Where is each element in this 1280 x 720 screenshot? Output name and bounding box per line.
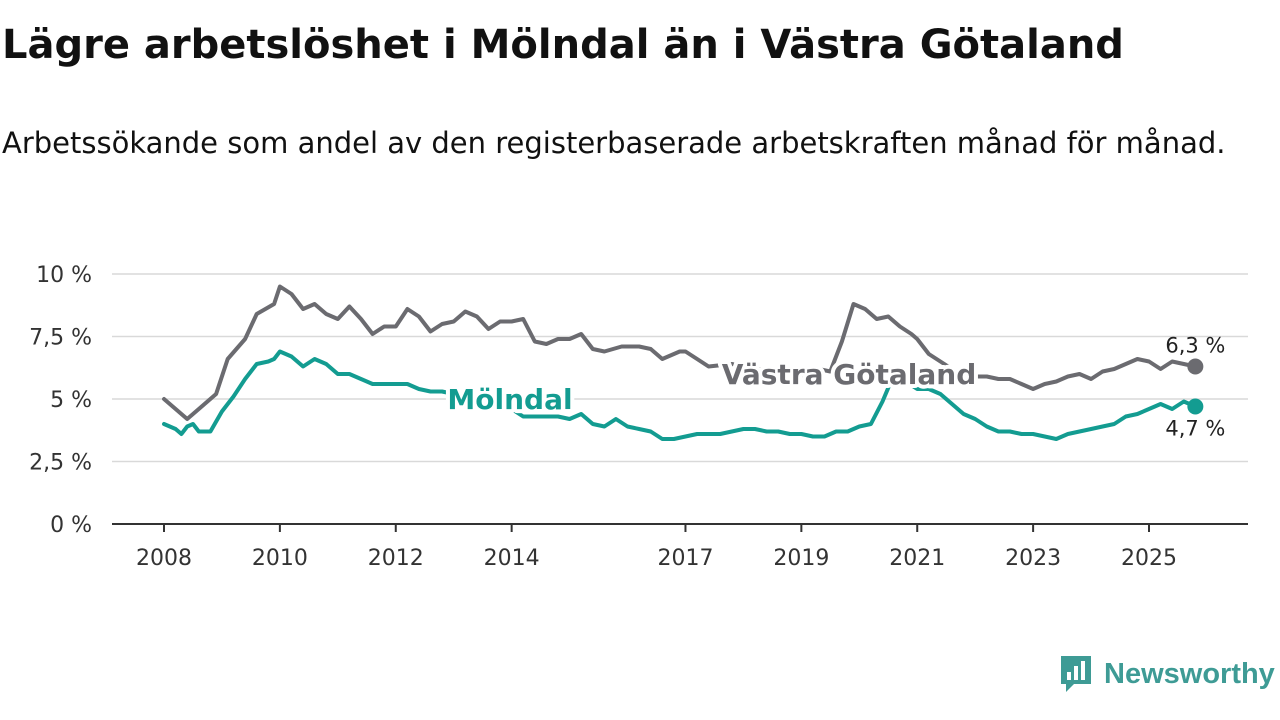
y-tick-label: 2,5 % (29, 451, 92, 476)
series-label-molndal: Mölndal (447, 383, 572, 416)
y-tick-label: 10 % (36, 263, 92, 288)
x-tick-label: 2021 (889, 546, 945, 571)
x-tick-label: 2023 (1005, 546, 1061, 571)
y-tick-label: 7,5 % (29, 326, 92, 351)
grid-lines (112, 273, 1248, 463)
x-tick-label: 2019 (773, 546, 829, 571)
series-lines (162, 284, 1204, 441)
x-tick-label: 2008 (136, 546, 192, 571)
series-line-molndal (162, 349, 1198, 441)
series-label-vastra-gotaland: Västra Götaland (722, 358, 977, 391)
series-labels: Västra Götaland Mölndal 6,3 % 4,7 % (443, 334, 1225, 441)
end-value-label-vastra-gotaland: 6,3 % (1165, 334, 1225, 358)
y-axis-labels: 0 % 2,5 % 5 % 7,5 % 10 % (29, 263, 92, 538)
end-point-vastra-gotaland (1187, 358, 1204, 375)
newsworthy-brand[interactable]: Newsworthy (1058, 654, 1275, 694)
x-tick-label: 2025 (1121, 546, 1177, 571)
end-point-molndal (1187, 398, 1204, 415)
x-tick-label: 2017 (657, 546, 713, 571)
y-tick-label: 5 % (50, 388, 92, 413)
x-tick-label: 2012 (368, 546, 424, 571)
end-value-label-molndal: 4,7 % (1165, 417, 1225, 441)
brand-name: Newsworthy (1104, 657, 1275, 690)
y-tick-label: 0 % (50, 513, 92, 538)
chart-title: Lägre arbetslöshet i Mölndal än i Västra… (2, 22, 1124, 68)
x-tick-label: 2010 (252, 546, 308, 571)
x-tick-label: 2014 (484, 546, 540, 571)
newsworthy-logo-icon (1061, 656, 1091, 692)
x-axis-ticks: 2008 2010 2012 2014 2017 2019 2021 2023 2025 (136, 524, 1177, 571)
chart-subtitle: Arbetssökande som andel av den registerb… (2, 126, 1226, 160)
series-line-vastra-gotaland (162, 284, 1198, 421)
